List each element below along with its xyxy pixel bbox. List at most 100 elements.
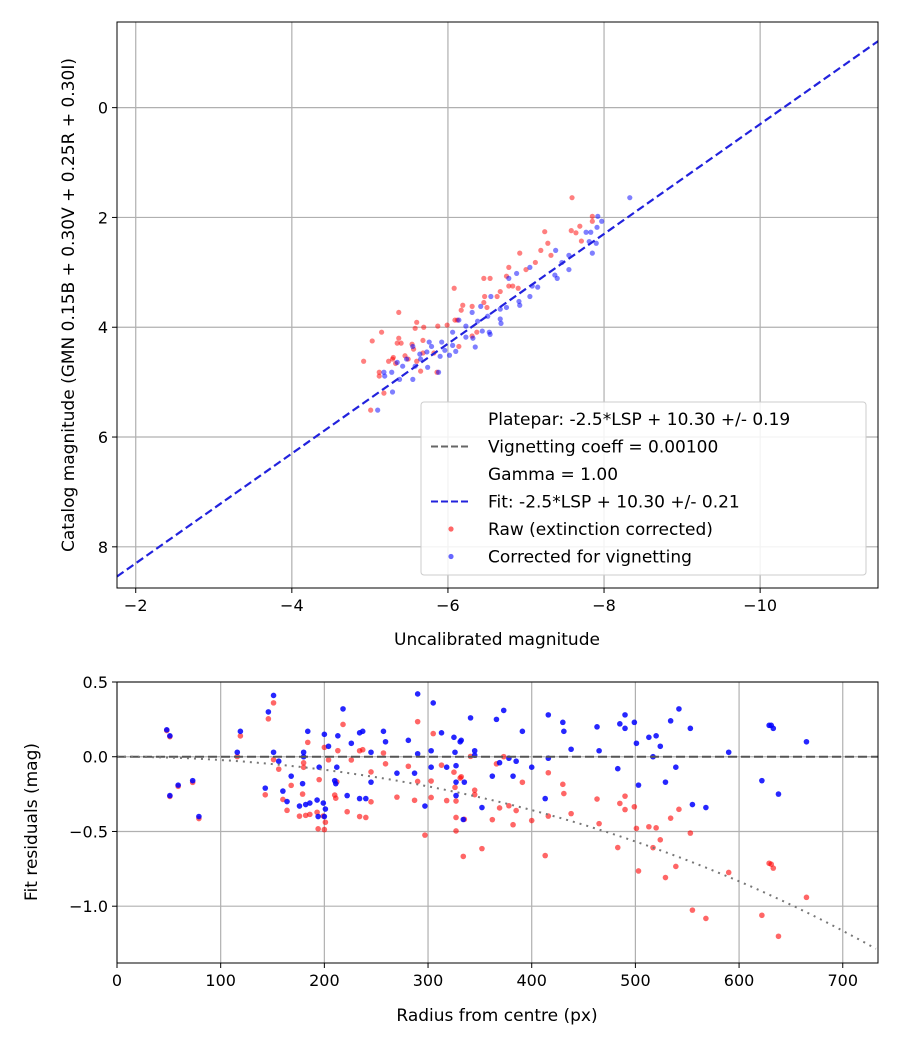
corrected-residual-point (333, 764, 340, 770)
raw-point (376, 373, 382, 379)
raw-residual-point (646, 823, 652, 830)
x-axis-label: Radius from centre (px) (396, 1006, 597, 1026)
raw-point (376, 369, 382, 375)
raw-residual-point (453, 828, 459, 834)
corrected-residual-point (594, 724, 600, 730)
raw-residual-point (332, 795, 339, 801)
raw-point (481, 299, 487, 306)
corrected-point (593, 240, 599, 246)
raw-point (523, 266, 529, 273)
raw-residual-point (438, 762, 445, 768)
raw-point (444, 322, 450, 328)
raw-residual-point (262, 791, 269, 798)
corrected-residual-point (262, 785, 269, 791)
corrected-point (588, 229, 594, 235)
corrected-residual-point (513, 758, 519, 765)
corrected-residual-point (405, 737, 412, 744)
vignetting-curve (117, 755, 877, 950)
corrected-point (403, 356, 410, 362)
raw-residual-point (545, 769, 552, 776)
raw-residual-point (270, 700, 277, 706)
x-tick-label: 700 (827, 971, 858, 990)
corrected-point (425, 364, 431, 370)
raw-point (421, 324, 427, 330)
legend-entry-label: Vignetting coeff = 0.00100 (488, 438, 718, 458)
raw-point (517, 250, 523, 256)
corrected-residual-point (320, 800, 327, 806)
raw-residual-point (299, 791, 306, 797)
raw-residual-point (770, 865, 777, 871)
corrected-point (469, 309, 475, 316)
raw-point (568, 228, 574, 234)
corrected-residual-point (453, 762, 459, 769)
legend-corrected-marker (448, 553, 454, 560)
corrected-residual-point (635, 782, 642, 788)
corrected-point (594, 224, 600, 230)
corrected-point (498, 320, 504, 326)
corrected-residual-point (596, 747, 602, 754)
raw-residual-point (363, 814, 369, 821)
raw-point (494, 293, 500, 300)
corrected-residual-point (453, 792, 459, 799)
raw-residual-point (496, 805, 503, 811)
corrected-residual-point (673, 764, 679, 770)
raw-point (435, 323, 441, 329)
corrected-residual-point (321, 813, 328, 820)
raw-residual-point (667, 815, 674, 821)
corrected-point (463, 323, 469, 329)
corrected-residual-point (519, 728, 526, 735)
plot-frame (116, 681, 879, 964)
raw-point (456, 343, 462, 350)
corrected-residual-point (189, 777, 196, 784)
y-tick-label: 6 (98, 428, 108, 447)
raw-residual-point (411, 797, 418, 804)
corrected-residual-point (380, 728, 387, 735)
corrected-residual-point (770, 725, 777, 732)
corrected-residual-point (803, 738, 810, 745)
corrected-residual-point (356, 795, 363, 802)
legend: Platepar: -2.5*LSP + 10.30 +/- 0.19 Vigne… (420, 401, 867, 576)
raw-residual-point (430, 730, 437, 737)
corrected-point (514, 270, 520, 277)
y-tick-label: 0.0 (83, 748, 108, 767)
raw-residual-point (453, 814, 459, 821)
raw-residual-point (689, 907, 696, 913)
raw-residual-point (316, 776, 322, 783)
corrected-residual-point (288, 773, 294, 779)
raw-residual-point (617, 800, 623, 807)
corrected-residual-point (496, 759, 503, 766)
raw-residual-point (443, 797, 450, 804)
raw-residual-point (471, 787, 478, 793)
raw-residual-point (622, 793, 628, 799)
corrected-residual-point (443, 764, 450, 770)
corrected-residual-point (314, 797, 320, 803)
corrected-point (527, 293, 533, 300)
raw-point (369, 338, 375, 344)
corrected-point (566, 266, 572, 273)
corrected-point (506, 275, 512, 281)
corrected-point (389, 389, 396, 395)
raw-residual-point (471, 791, 478, 798)
y-tick-label: 8 (98, 538, 108, 557)
raw-residual-point (542, 852, 548, 859)
corrected-point (375, 407, 381, 413)
raw-residual-point (340, 721, 346, 728)
corrected-point (599, 218, 605, 224)
corrected-residual-point (631, 719, 638, 726)
corrected-residual-point (493, 716, 500, 723)
raw-point (481, 275, 487, 281)
raw-residual-point (687, 830, 694, 836)
corrected-point (450, 342, 456, 348)
raw-point (420, 337, 426, 344)
x-tick-label: 300 (413, 971, 444, 990)
raw-residual-point (321, 826, 328, 833)
plot-frame (116, 21, 879, 589)
x-tick-label: 100 (205, 971, 236, 990)
raw-point (414, 358, 420, 364)
x-tick-label: −10 (743, 596, 777, 615)
x-axis-label: Uncalibrated magnitude (394, 630, 600, 650)
corrected-residual-point (460, 816, 467, 823)
raw-point (545, 240, 551, 246)
raw-residual-point (513, 807, 519, 814)
corrected-point (627, 195, 633, 201)
